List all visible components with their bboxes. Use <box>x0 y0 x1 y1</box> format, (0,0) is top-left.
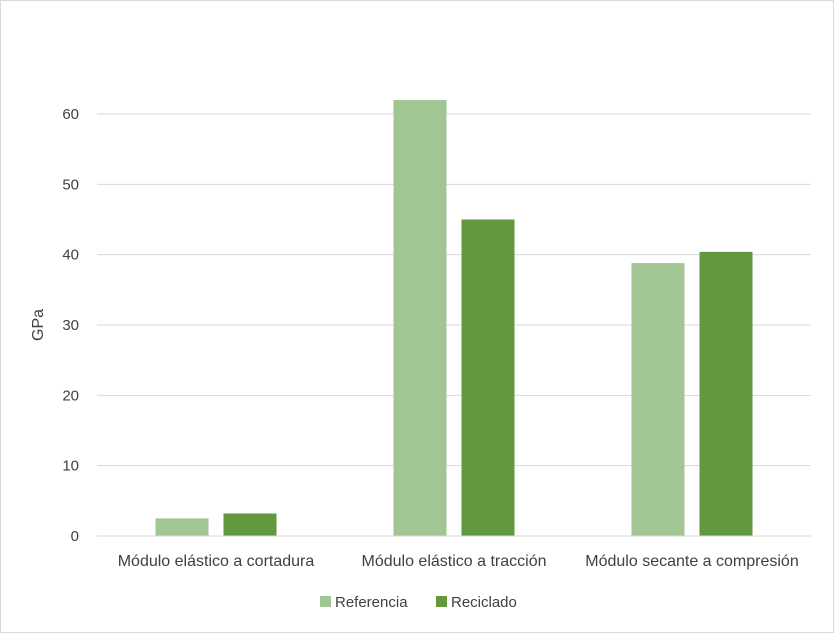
legend-swatch-reciclado <box>436 596 447 607</box>
bar-referencia-3 <box>631 263 685 536</box>
legend-label-reciclado: Reciclado <box>451 594 517 611</box>
bar-reciclado-3 <box>699 251 753 536</box>
y-axis-title: GPa <box>30 309 47 341</box>
x-category-label: Módulo elástico a cortadura <box>118 553 315 570</box>
bar-reciclado-2 <box>461 219 515 536</box>
y-tick-label: 50 <box>62 176 79 193</box>
legend-label-referencia: Referencia <box>335 594 408 611</box>
x-category-label: Módulo secante a compresión <box>585 553 798 570</box>
x-category-label: Módulo elástico a tracción <box>362 553 547 570</box>
x-axis-category-labels: Módulo elástico a cortadura Módulo elásti… <box>118 553 799 570</box>
y-tick-label: 60 <box>62 106 79 123</box>
bar-reciclado-1 <box>223 513 277 536</box>
y-tick-label: 10 <box>62 458 79 475</box>
bars <box>155 99 753 536</box>
y-tick-label: 40 <box>62 247 79 264</box>
bar-referencia-2 <box>393 99 447 536</box>
y-tick-label: 20 <box>62 387 79 404</box>
y-tick-label: 0 <box>71 528 79 545</box>
legend-swatch-referencia <box>320 596 331 607</box>
bar-referencia-1 <box>155 518 209 536</box>
gridlines <box>97 113 811 467</box>
y-axis-ticks: 0 10 20 30 40 50 60 <box>62 106 79 545</box>
y-tick-label: 30 <box>62 317 79 334</box>
legend: Referencia Reciclado <box>320 594 517 611</box>
